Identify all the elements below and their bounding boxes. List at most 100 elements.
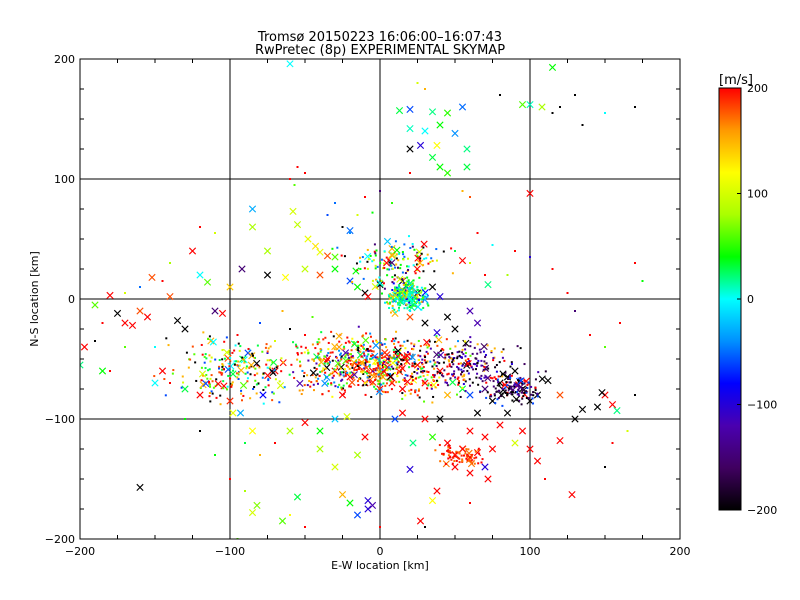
- dot-marker: [412, 264, 415, 267]
- dot-marker: [396, 366, 399, 369]
- dot-marker: [385, 361, 388, 364]
- dot-marker: [387, 366, 390, 369]
- dot-marker: [475, 376, 478, 379]
- cross-marker: [331, 265, 339, 273]
- dot-marker: [338, 349, 341, 352]
- dot-marker: [356, 214, 359, 216]
- dot-marker: [382, 282, 385, 285]
- dot-marker: [532, 402, 535, 405]
- dot-marker: [409, 172, 411, 174]
- dot-marker: [261, 376, 264, 379]
- dot-marker: [482, 350, 485, 353]
- cross-marker: [181, 385, 189, 393]
- dot-marker: [444, 462, 447, 465]
- dot-marker: [169, 262, 171, 264]
- cross-marker: [526, 445, 534, 453]
- cross-marker: [473, 449, 482, 457]
- dot-marker: [451, 373, 454, 376]
- dot-marker: [254, 379, 257, 382]
- dot-marker: [452, 372, 455, 375]
- dot-marker: [399, 370, 402, 373]
- dot-marker: [376, 362, 379, 365]
- dot-marker: [427, 304, 430, 307]
- dot-marker: [411, 286, 414, 289]
- dot-marker: [385, 256, 388, 259]
- dot-marker: [398, 285, 401, 288]
- dot-marker: [496, 378, 499, 381]
- dot-marker: [389, 373, 392, 376]
- dot-marker: [365, 360, 368, 363]
- dot-marker: [396, 352, 399, 355]
- dot-marker: [559, 106, 561, 108]
- dot-marker: [236, 364, 239, 367]
- cross-marker: [209, 338, 217, 346]
- dot-marker: [362, 346, 365, 349]
- dot-marker: [469, 502, 471, 504]
- dot-marker: [481, 458, 484, 461]
- dot-marker: [432, 373, 435, 376]
- cross-marker: [428, 433, 437, 441]
- dot-marker: [337, 359, 340, 362]
- cross-marker: [436, 293, 444, 301]
- dot-marker: [331, 351, 334, 354]
- cross-marker: [433, 329, 441, 337]
- cross-marker: [473, 409, 482, 417]
- dot-marker: [326, 362, 329, 365]
- dot-marker: [422, 246, 425, 249]
- dot-marker: [431, 259, 434, 262]
- dot-marker: [634, 262, 636, 264]
- dot-marker: [446, 384, 449, 387]
- dot-marker: [462, 353, 465, 356]
- dot-marker: [405, 356, 408, 359]
- dot-marker: [368, 365, 371, 368]
- dot-marker: [478, 376, 481, 379]
- cross-marker: [338, 491, 347, 499]
- dot-marker: [388, 301, 391, 304]
- dot-marker: [388, 354, 391, 357]
- dot-marker: [295, 345, 298, 348]
- dot-marker: [485, 381, 488, 384]
- dot-marker: [347, 365, 350, 368]
- dot-marker: [418, 388, 421, 391]
- dot-marker: [484, 362, 487, 365]
- dot-marker: [293, 376, 296, 379]
- dot-marker: [468, 378, 471, 381]
- dot-marker: [403, 290, 406, 293]
- dot-marker: [374, 267, 377, 270]
- dot-marker: [455, 452, 458, 455]
- dot-marker: [520, 388, 523, 391]
- dot-marker: [419, 257, 422, 260]
- cross-marker: [388, 252, 397, 260]
- dot-marker: [261, 350, 264, 353]
- dot-marker: [408, 301, 411, 304]
- dot-marker: [433, 363, 436, 366]
- dot-marker: [384, 391, 387, 394]
- dot-marker: [437, 383, 440, 386]
- dot-marker: [296, 166, 299, 168]
- dot-marker: [494, 402, 497, 405]
- dot-marker: [367, 353, 370, 356]
- dot-marker: [400, 358, 403, 361]
- cross-marker: [393, 246, 401, 254]
- dot-marker: [409, 294, 412, 297]
- dot-marker: [425, 350, 428, 353]
- dot-marker: [332, 374, 335, 377]
- dot-marker: [394, 359, 397, 362]
- dot-marker: [371, 356, 374, 359]
- cross-marker: [428, 108, 437, 116]
- dot-marker: [205, 357, 208, 360]
- dot-marker: [452, 357, 455, 360]
- dot-marker: [511, 393, 514, 396]
- dot-marker: [461, 348, 464, 351]
- dot-marker: [428, 340, 431, 343]
- dot-marker: [364, 393, 367, 396]
- dot-marker: [366, 348, 369, 351]
- cross-marker: [335, 332, 343, 340]
- dot-marker: [469, 345, 472, 348]
- dot-marker: [413, 343, 416, 346]
- dot-marker: [407, 235, 410, 238]
- dot-marker: [481, 380, 484, 383]
- dot-marker: [417, 389, 420, 392]
- dot-marker: [267, 377, 270, 380]
